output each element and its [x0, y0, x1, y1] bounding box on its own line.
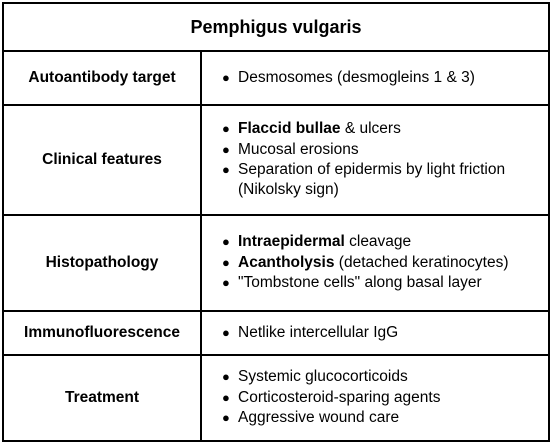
list-item: ● Corticosteroid-sparing agents: [222, 388, 440, 408]
bullet-icon: ●: [222, 121, 230, 137]
list-item: ● Intraepidermal cleavage: [222, 232, 509, 252]
bullet-icon: ●: [222, 369, 230, 385]
table-row-histopathology: Histopathology ● Intraepidermal cleavage …: [4, 216, 548, 312]
list-item: ● "Tombstone cells" along basal layer: [222, 273, 509, 293]
row-label: Clinical features: [4, 106, 202, 214]
row-label: Autoantibody target: [4, 52, 202, 104]
table-title: Pemphigus vulgaris: [4, 4, 548, 52]
table-row-immunofluorescence: Immunofluorescence ● Netlike intercellula…: [4, 312, 548, 356]
list-item: ● Mucosal erosions: [222, 140, 538, 160]
list-item: ● Acantholysis (detached keratinocytes): [222, 253, 509, 273]
bullet-list: ● Systemic glucocorticoids ● Corticosteroi…: [222, 367, 440, 428]
row-content: ● Systemic glucocorticoids ● Corticosteroi…: [202, 356, 548, 440]
list-item: ● Flaccid bullae & ulcers: [222, 119, 538, 139]
row-content: ● Intraepidermal cleavage ● Acantholysis (…: [202, 216, 548, 310]
bullet-icon: ●: [222, 324, 230, 340]
bullet-list: ● Netlike intercellular IgG: [222, 323, 398, 343]
row-label: Treatment: [4, 356, 202, 440]
bullet-icon: ●: [222, 410, 230, 426]
bullet-icon: ●: [222, 69, 230, 85]
bullet-list: ● Desmosomes (desmogleins 1 & 3): [222, 68, 475, 88]
bullet-icon: ●: [222, 254, 230, 270]
bullet-icon: ●: [222, 234, 230, 250]
table-row-autoantibody-target: Autoantibody target ● Desmosomes (desmogl…: [4, 52, 548, 106]
bullet-list: ● Intraepidermal cleavage ● Acantholysis (…: [222, 232, 509, 293]
list-item: ● Systemic glucocorticoids: [222, 367, 440, 387]
list-item: ● Separation of epidermis by light fricti…: [222, 161, 506, 199]
list-item: ● Aggressive wound care: [222, 408, 440, 428]
row-label: Histopathology: [4, 216, 202, 310]
bullet-icon: ●: [222, 162, 230, 177]
row-label: Immunofluorescence: [4, 312, 202, 354]
row-content: ● Flaccid bullae & ulcers ● Mucosal erosio…: [202, 106, 548, 214]
bullet-icon: ●: [222, 389, 230, 405]
table-row-treatment: Treatment ● Systemic glucocorticoids ● Cor…: [4, 356, 548, 440]
row-content: ● Netlike intercellular IgG: [202, 312, 548, 354]
table-row-clinical-features: Clinical features ● Flaccid bullae & ulce…: [4, 106, 548, 216]
bullet-icon: ●: [222, 275, 230, 291]
list-item: ● Desmosomes (desmogleins 1 & 3): [222, 68, 475, 88]
bullet-list: ● Flaccid bullae & ulcers ● Mucosal erosio…: [222, 119, 538, 201]
summary-table: Pemphigus vulgaris Autoantibody target ●…: [2, 2, 550, 442]
row-content: ● Desmosomes (desmogleins 1 & 3): [202, 52, 548, 104]
list-item: ● Netlike intercellular IgG: [222, 323, 398, 343]
bullet-icon: ●: [222, 141, 230, 157]
